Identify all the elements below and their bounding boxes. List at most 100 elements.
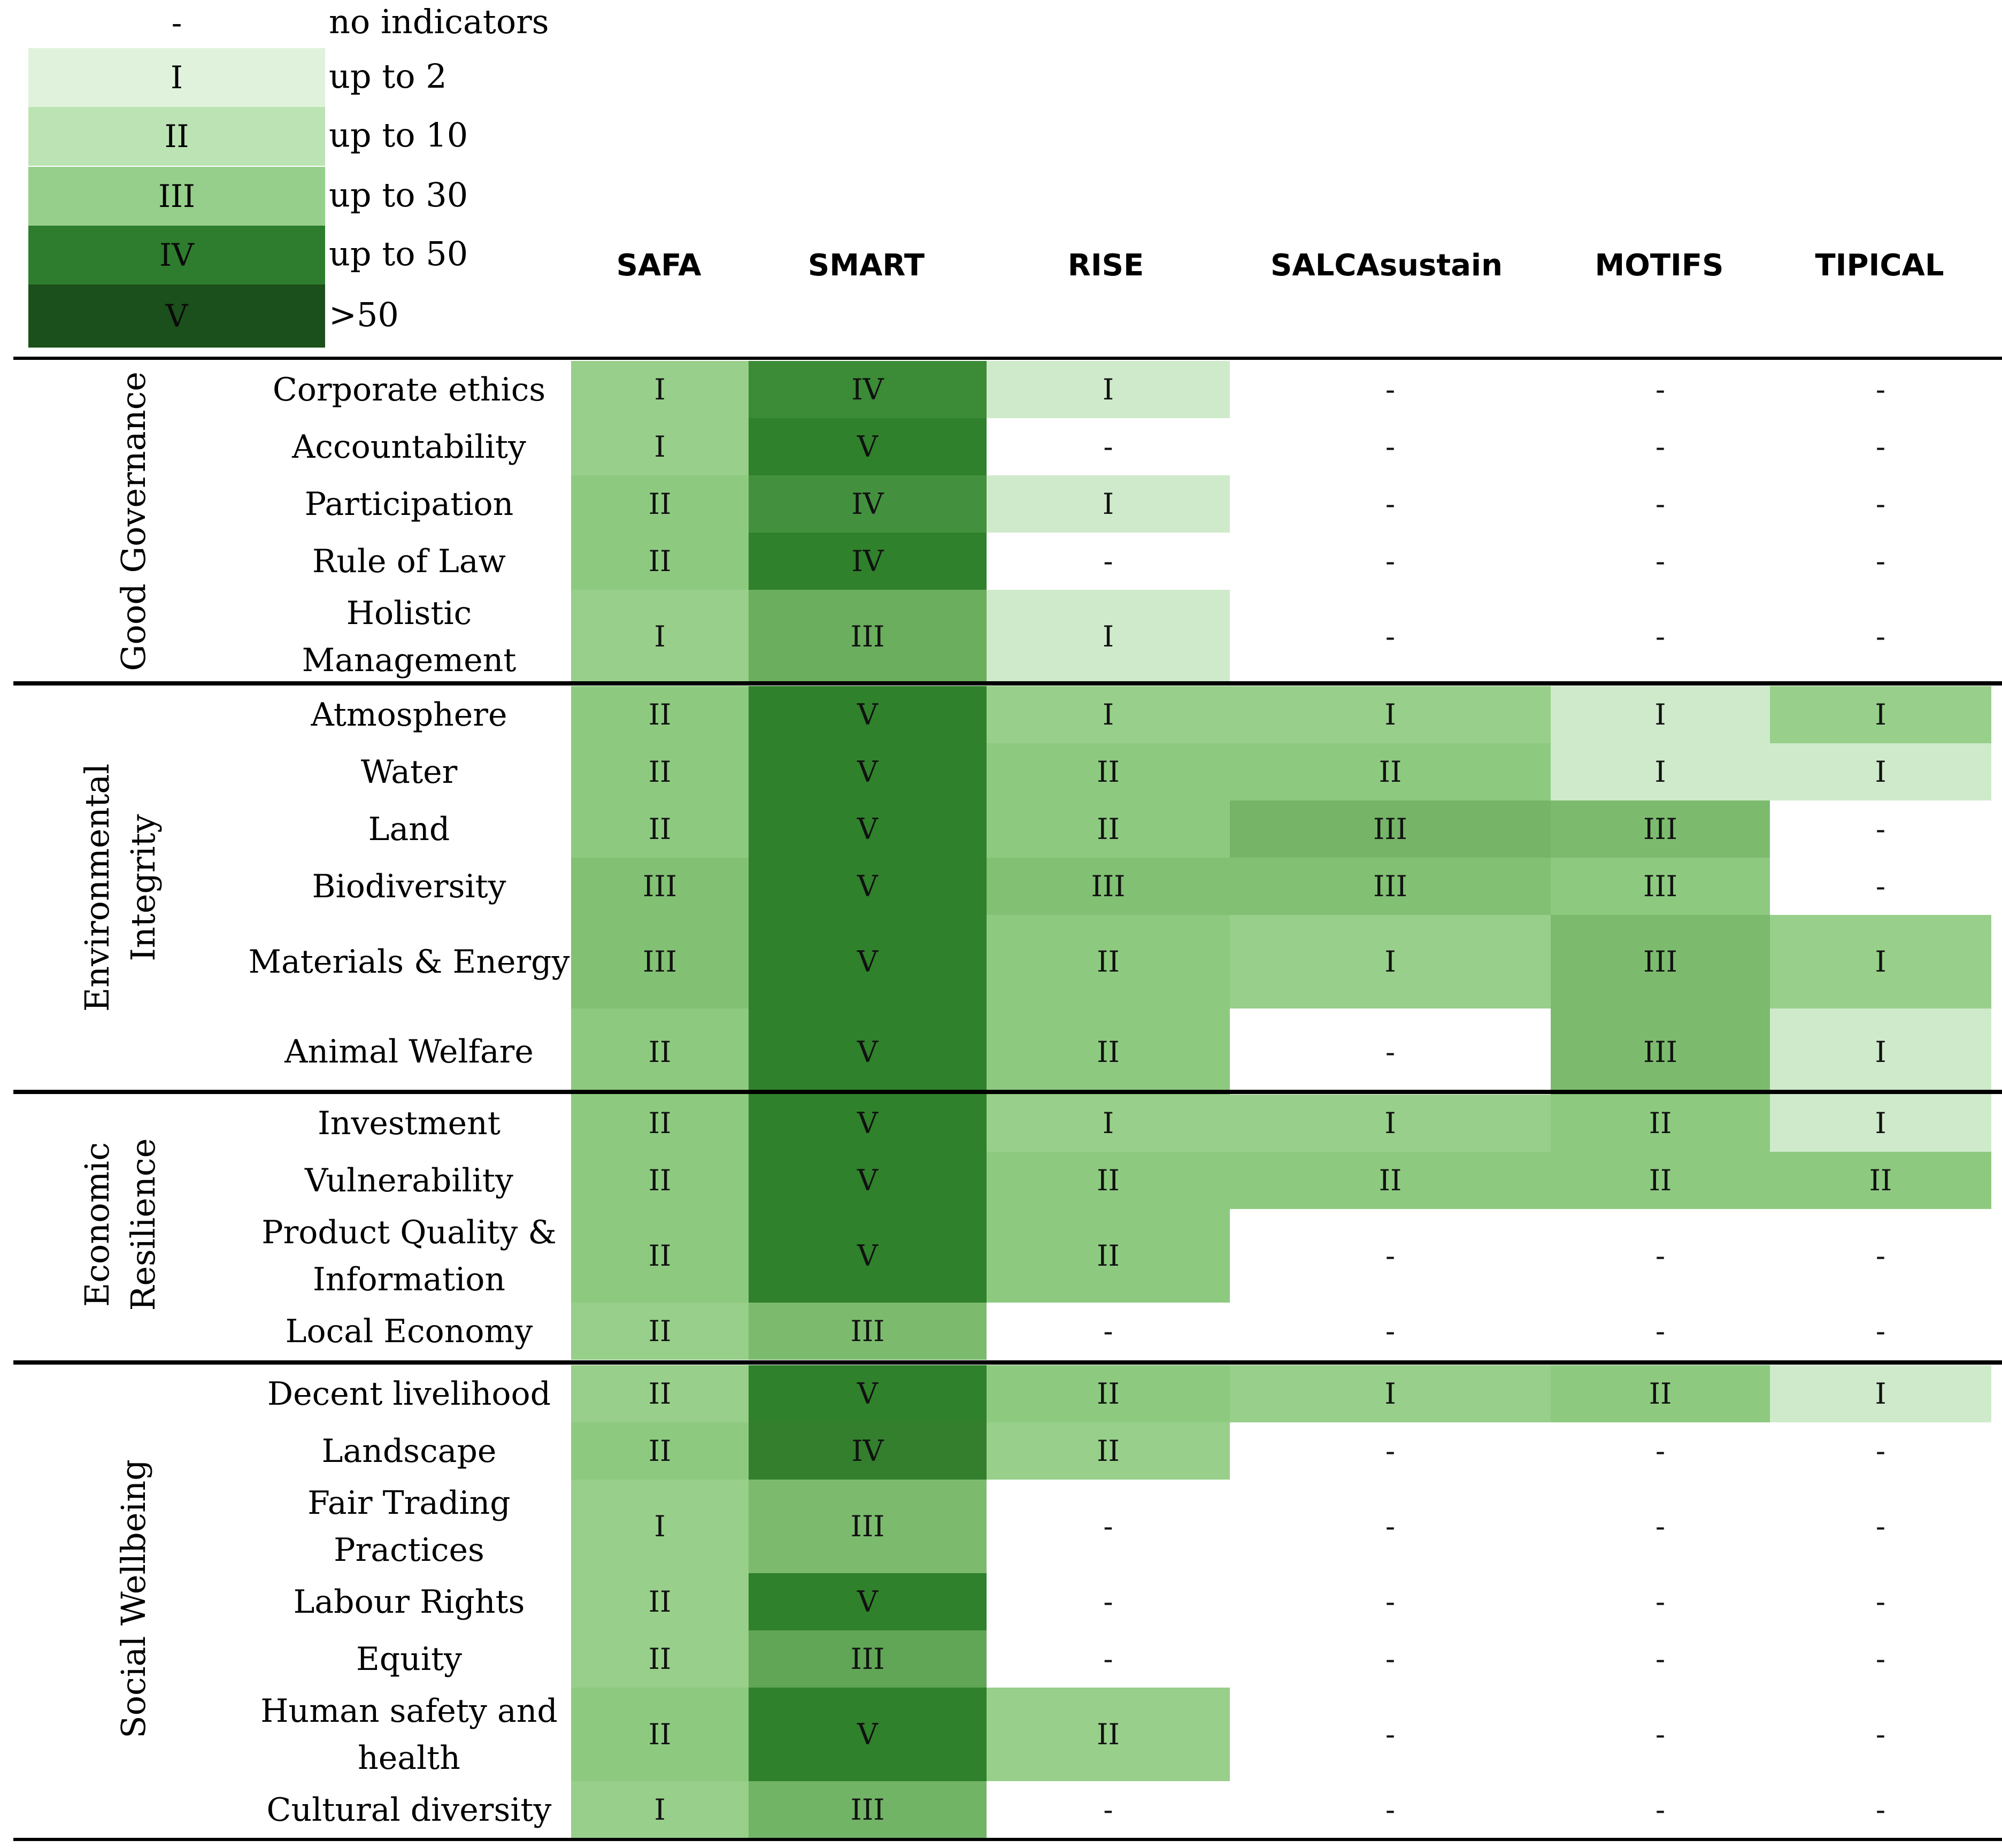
table-cell: I xyxy=(1230,1365,1551,1422)
table-cell: - xyxy=(1385,430,1396,464)
row-label: Landscape xyxy=(321,1432,497,1470)
row-label: Product Quality & Information xyxy=(261,1213,557,1298)
table-cell: - xyxy=(1385,1793,1396,1827)
legend-label: up to 10 xyxy=(329,116,468,155)
table-cell: II xyxy=(571,800,749,858)
table-cell: I xyxy=(987,361,1230,418)
row-label: Participation xyxy=(304,485,514,523)
row-label: Land xyxy=(368,810,450,848)
row-label: Atmosphere xyxy=(311,696,507,734)
row-label: Biodiversity xyxy=(312,867,506,905)
group-label: Environmental Integrity xyxy=(78,763,163,1012)
table-cell: II xyxy=(987,1152,1230,1209)
legend-label: up to 2 xyxy=(329,57,447,96)
table-cell: III xyxy=(1551,858,1770,915)
column-header: MOTIFS xyxy=(1595,248,1724,283)
table-cell: - xyxy=(1875,1642,1886,1676)
table-cell: - xyxy=(1655,1585,1666,1619)
table-cell: II xyxy=(1551,1152,1770,1209)
legend-label: no indicators xyxy=(329,2,549,41)
table-cell: - xyxy=(1875,487,1886,521)
table-cell: III xyxy=(571,915,749,1008)
table-cell: I xyxy=(1230,686,1551,743)
table-cell: - xyxy=(1655,1510,1666,1543)
table-cell: - xyxy=(1655,544,1666,578)
column-header: TIPICAL xyxy=(1815,248,1944,283)
table-cell: IV xyxy=(749,475,987,533)
table-cell: I xyxy=(571,418,749,475)
table-cell: I xyxy=(1551,686,1770,743)
row-label: Rule of Law xyxy=(312,542,506,580)
table-cell: III xyxy=(571,858,749,915)
table-cell: III xyxy=(1551,800,1770,858)
table-cell: I xyxy=(1230,1095,1551,1152)
table-cell: - xyxy=(1385,1035,1396,1069)
legend-swatch: I xyxy=(28,48,325,107)
row-label: Human safety and health xyxy=(260,1692,558,1777)
table-cell: III xyxy=(1551,1008,1770,1095)
legend-swatch: IV xyxy=(28,226,325,284)
row-label: Water xyxy=(360,753,458,791)
table-cell: - xyxy=(1385,1510,1396,1543)
table-cell: - xyxy=(1103,1585,1113,1619)
table-cell: - xyxy=(1875,812,1886,846)
legend-label: up to 50 xyxy=(329,234,468,273)
legend-swatch: III xyxy=(28,167,325,226)
table-cell: I xyxy=(571,1781,749,1838)
table-cell: V xyxy=(749,1152,987,1209)
row-label: Vulnerability xyxy=(305,1161,513,1199)
row-label: Equity xyxy=(356,1640,463,1678)
table-cell: V xyxy=(749,1008,987,1095)
table-cell: V xyxy=(749,1573,987,1630)
table-cell: II xyxy=(1230,1152,1551,1209)
table-cell: I xyxy=(571,590,749,683)
legend-label: >50 xyxy=(329,295,399,334)
legend-swatch: - xyxy=(28,0,325,46)
table-cell: - xyxy=(1103,544,1113,578)
table-cell: I xyxy=(987,686,1230,743)
table-cell: III xyxy=(1230,800,1551,858)
table-cell: - xyxy=(1385,544,1396,578)
table-cell: V xyxy=(749,858,987,915)
table-cell: V xyxy=(749,686,987,743)
table-cell: II xyxy=(571,533,749,590)
table-cell: - xyxy=(1875,1585,1886,1619)
row-label: Accountability xyxy=(292,428,526,466)
table-cell: - xyxy=(1875,869,1886,903)
table-cell: - xyxy=(1875,1793,1886,1827)
table-cell: II xyxy=(571,743,749,800)
table-cell: - xyxy=(1655,1793,1666,1827)
table-cell: II xyxy=(571,1365,749,1422)
table-cell: II xyxy=(571,1008,749,1095)
table-cell: II xyxy=(1230,743,1551,800)
table-cell: - xyxy=(1655,430,1666,464)
table-cell: II xyxy=(1551,1365,1770,1422)
row-label: Labour Rights xyxy=(293,1583,525,1621)
table-cell: V xyxy=(749,800,987,858)
group-label: Good Governance xyxy=(114,371,153,672)
table-cell: IV xyxy=(749,533,987,590)
table-cell: - xyxy=(1875,1434,1886,1468)
row-label: Local Economy xyxy=(285,1312,533,1350)
table-cell: V xyxy=(749,418,987,475)
table-cell: I xyxy=(1770,915,1991,1008)
table-cell: III xyxy=(749,1630,987,1688)
legend-swatch: V xyxy=(28,284,325,348)
table-cell: - xyxy=(1655,1642,1666,1676)
table-cell: - xyxy=(1875,544,1886,578)
table-cell: - xyxy=(1655,487,1666,521)
table-cell: - xyxy=(1385,1314,1396,1348)
row-label: Investment xyxy=(318,1104,500,1142)
group-label: Economic Resilience xyxy=(78,1138,163,1311)
table-cell: I xyxy=(987,1095,1230,1152)
table-cell: II xyxy=(571,475,749,533)
table-cell: - xyxy=(1655,1434,1666,1468)
table-cell: II xyxy=(571,1422,749,1480)
row-label: Cultural diversity xyxy=(266,1791,552,1829)
table-cell: V xyxy=(749,1095,987,1152)
table-cell: I xyxy=(987,590,1230,683)
group-label: Social Wellbeing xyxy=(114,1459,153,1738)
table-cell: II xyxy=(1770,1152,1991,1209)
table-cell: I xyxy=(571,361,749,418)
